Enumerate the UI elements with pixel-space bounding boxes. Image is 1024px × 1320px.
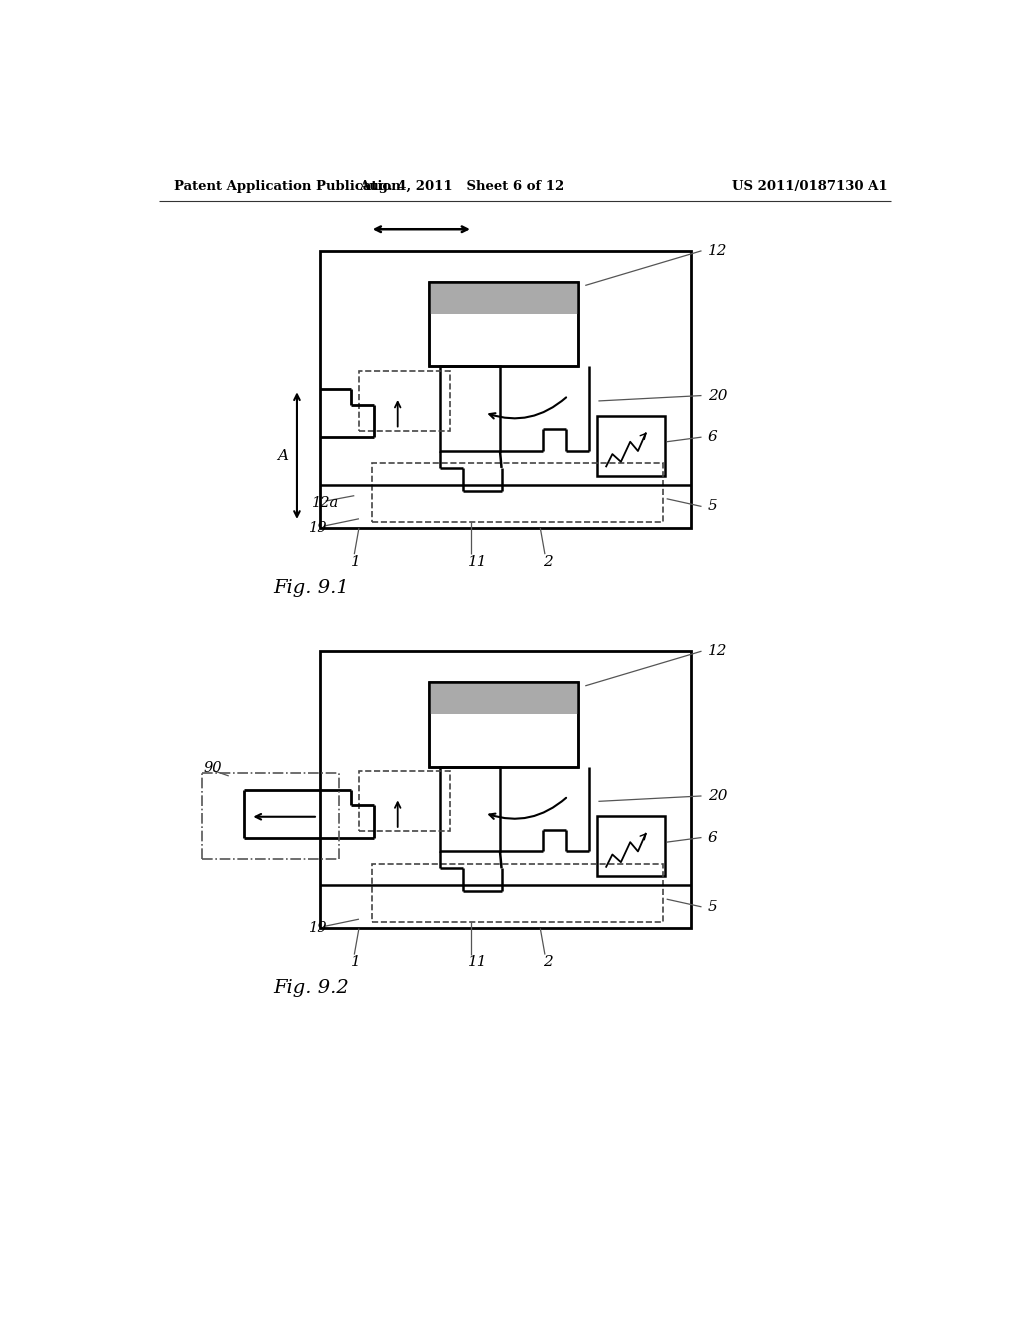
Bar bbox=[359, 371, 451, 430]
Bar bbox=[439, 767, 500, 851]
Bar bbox=[321, 251, 690, 528]
Bar bbox=[597, 816, 665, 876]
Bar bbox=[372, 863, 663, 923]
Text: 19: 19 bbox=[308, 921, 327, 936]
Text: 90: 90 bbox=[204, 762, 222, 775]
Text: A: A bbox=[278, 449, 289, 462]
Bar bbox=[439, 366, 500, 451]
Text: Fig. 9.2: Fig. 9.2 bbox=[273, 979, 349, 998]
Text: 11: 11 bbox=[467, 956, 487, 969]
Text: 1: 1 bbox=[351, 554, 360, 569]
Text: 11: 11 bbox=[467, 554, 487, 569]
Bar bbox=[359, 771, 451, 832]
Text: 5: 5 bbox=[708, 900, 718, 913]
Text: 20: 20 bbox=[708, 789, 727, 803]
Text: Aug. 4, 2011   Sheet 6 of 12: Aug. 4, 2011 Sheet 6 of 12 bbox=[358, 181, 564, 194]
Text: Patent Application Publication: Patent Application Publication bbox=[174, 181, 401, 194]
Text: 12: 12 bbox=[708, 244, 727, 257]
Text: US 2011/0187130 A1: US 2011/0187130 A1 bbox=[732, 181, 888, 194]
Bar bbox=[321, 651, 690, 928]
Text: 6: 6 bbox=[708, 430, 718, 444]
Bar bbox=[372, 463, 663, 521]
Text: 19: 19 bbox=[308, 521, 327, 535]
Text: 2: 2 bbox=[543, 554, 552, 569]
Bar bbox=[429, 281, 578, 314]
Bar bbox=[597, 416, 665, 475]
Bar bbox=[429, 682, 578, 767]
Bar bbox=[429, 281, 578, 367]
Text: 2: 2 bbox=[543, 956, 552, 969]
Bar bbox=[429, 682, 578, 767]
Text: 1: 1 bbox=[351, 956, 360, 969]
Text: 12: 12 bbox=[708, 644, 727, 659]
Bar bbox=[429, 682, 578, 714]
Text: 6: 6 bbox=[708, 830, 718, 845]
Text: Fig. 9.1: Fig. 9.1 bbox=[273, 579, 349, 597]
Text: 12a: 12a bbox=[311, 496, 339, 511]
Text: 5: 5 bbox=[708, 499, 718, 513]
Text: 20: 20 bbox=[708, 388, 727, 403]
Bar bbox=[429, 281, 578, 367]
